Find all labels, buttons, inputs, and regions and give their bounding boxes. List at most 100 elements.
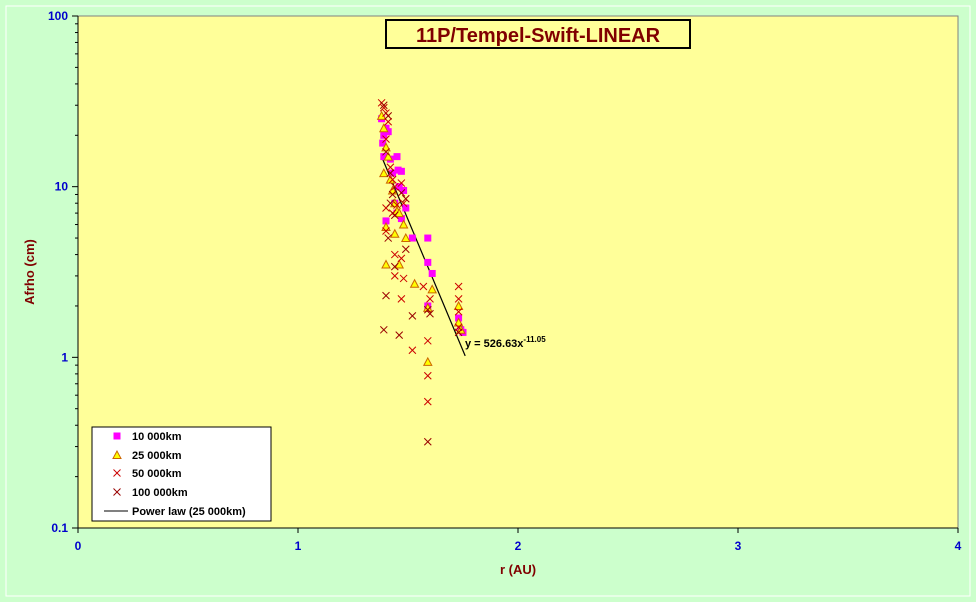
data-point xyxy=(390,211,399,220)
data-point xyxy=(423,371,432,380)
data-point xyxy=(390,182,399,191)
legend-label: 100 000km xyxy=(132,487,188,499)
data-point xyxy=(399,199,408,208)
data-point xyxy=(424,258,432,266)
data-point xyxy=(386,199,395,208)
data-point xyxy=(389,169,397,177)
data-point xyxy=(408,312,417,320)
legend-marker xyxy=(113,488,121,496)
data-point xyxy=(408,346,417,355)
y-tick-label: 0.1 xyxy=(51,521,68,535)
y-tick-label: 100 xyxy=(48,9,68,23)
data-point xyxy=(390,272,399,280)
data-point xyxy=(401,245,410,254)
data-point xyxy=(454,328,463,337)
data-point xyxy=(390,262,399,271)
data-point xyxy=(454,295,463,303)
legend-marker xyxy=(112,449,122,459)
y-tick-label: 1 xyxy=(61,350,68,364)
legend: 10 000km 25 000km 50 000km 100 000km Power l… xyxy=(91,426,272,522)
data-point xyxy=(380,153,388,161)
x-axis-label: r (AU) xyxy=(500,562,536,577)
chart-title: 11P/Tempel-Swift-LINEAR xyxy=(416,25,661,47)
axes: 0 1 2 3 4 0.1 1 10 100 xyxy=(48,9,962,553)
fit-equation-text: y = 526.63x xyxy=(465,338,524,350)
data-point xyxy=(388,190,397,199)
power-law-fit-line xyxy=(381,156,466,357)
legend-label: Power law (25 000km) xyxy=(132,506,246,518)
data-point xyxy=(426,309,434,318)
data-point xyxy=(395,331,404,339)
data-point xyxy=(393,201,401,209)
fit-equation: y = 526.63x-11.05 xyxy=(465,335,546,350)
data-point xyxy=(423,397,432,406)
data-point xyxy=(390,250,399,259)
data-point xyxy=(395,183,403,191)
data-point xyxy=(379,103,388,112)
data-point xyxy=(427,284,438,294)
data-point xyxy=(397,188,406,197)
data-point xyxy=(378,168,389,178)
data-point xyxy=(397,295,406,303)
data-point xyxy=(381,259,391,269)
data-point xyxy=(424,234,432,242)
data-point xyxy=(382,217,390,225)
data-point xyxy=(393,153,401,161)
data-point xyxy=(454,307,463,316)
data-point xyxy=(379,325,388,334)
x-tick-label: 3 xyxy=(735,539,742,553)
data-point xyxy=(384,117,393,126)
data-point xyxy=(382,291,390,300)
data-point xyxy=(397,254,406,263)
legend-label: 50 000km xyxy=(132,468,182,480)
x-tick-label: 2 xyxy=(515,539,522,553)
points-layer xyxy=(376,98,467,446)
fit-exponent-text: -11.05 xyxy=(523,335,546,344)
data-point xyxy=(380,131,388,139)
data-point xyxy=(422,356,433,366)
data-point xyxy=(428,269,436,277)
data-point xyxy=(384,234,393,242)
data-point xyxy=(382,227,390,235)
x-tick-label: 0 xyxy=(75,539,82,553)
data-point xyxy=(379,139,387,147)
data-point xyxy=(389,228,400,238)
data-point xyxy=(378,123,389,133)
data-point xyxy=(453,300,464,310)
y-tick-label: 10 xyxy=(55,180,69,194)
data-point xyxy=(426,295,434,303)
legend-label: 25 000km xyxy=(132,450,182,462)
legend-label: 10 000km xyxy=(132,431,182,443)
data-point xyxy=(402,204,410,212)
data-point xyxy=(400,232,411,243)
data-point xyxy=(384,111,393,120)
fit-layer xyxy=(381,156,466,357)
y-axis-label: Afrho (cm) xyxy=(22,239,37,305)
data-point xyxy=(423,437,432,446)
data-point xyxy=(423,336,432,345)
data-point xyxy=(383,151,394,161)
data-point xyxy=(386,163,395,172)
data-point xyxy=(382,135,390,143)
data-point xyxy=(453,317,464,327)
x-tick-label: 4 xyxy=(955,539,962,553)
data-point xyxy=(386,169,395,178)
legend-marker xyxy=(113,432,121,440)
data-point xyxy=(409,278,420,288)
data-point xyxy=(397,179,406,187)
data-point xyxy=(397,167,405,175)
data-point xyxy=(408,234,416,242)
data-point xyxy=(419,282,428,291)
data-point xyxy=(401,194,410,203)
data-point xyxy=(382,147,390,156)
legend-marker xyxy=(113,469,121,477)
data-point xyxy=(423,305,432,314)
data-point xyxy=(388,175,397,184)
data-point xyxy=(399,274,408,283)
chart-title-box: 11P/Tempel-Swift-LINEAR xyxy=(385,19,691,49)
x-tick-label: 1 xyxy=(295,539,302,553)
data-point xyxy=(381,142,391,152)
data-point xyxy=(398,219,409,229)
data-point xyxy=(454,282,463,291)
